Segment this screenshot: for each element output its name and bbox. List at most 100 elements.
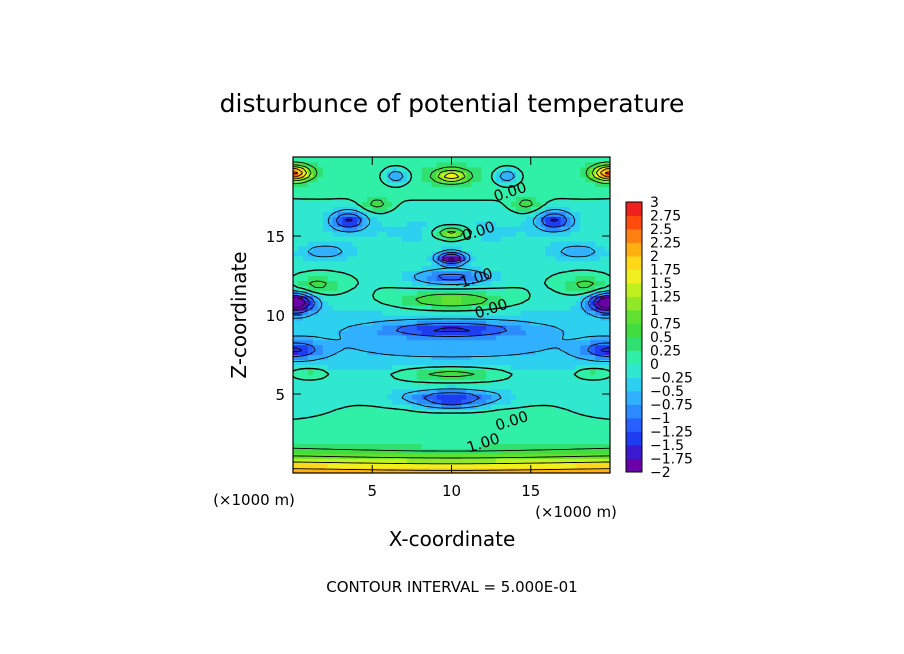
field-cell [550,186,557,193]
colorbar-swatch [626,310,642,324]
field-cell [575,339,581,346]
field-cell [307,334,314,341]
field-cell [595,221,601,227]
x-tick-label: 10 [442,482,461,500]
field-cell [297,275,304,282]
field-cell [372,443,378,449]
field-cell [535,176,542,183]
field-cell [357,369,363,375]
field-cell [352,389,358,395]
field-cell [505,191,512,198]
field-cell [595,245,601,252]
field-cell [550,206,557,212]
field-cell [416,458,423,464]
field-cell [342,240,349,247]
field-cell [570,300,576,306]
field-cell [372,255,378,262]
field-cell [342,339,349,346]
field-cell [397,290,403,296]
field-cell [332,374,339,380]
field-cell [456,270,462,277]
field-cell [411,186,418,193]
field-cell [555,260,562,267]
field-cell [367,423,373,430]
field-cell [555,433,562,440]
field-cell [590,157,596,163]
field-cell [451,315,458,321]
field-cell [510,240,517,247]
field-cell [520,300,527,306]
field-cell [575,408,581,415]
field-cell [387,349,393,356]
field-cell [392,324,398,331]
field-cell [565,275,571,282]
field-cell [297,438,304,444]
field-cell [302,403,309,410]
field-cell [441,221,448,227]
field-cell [297,181,304,188]
field-cell [535,191,542,198]
field-cell [520,290,527,296]
field-cell [515,250,522,257]
field-cell [421,236,428,242]
field-cell [436,216,443,222]
field-cell [382,463,388,469]
field-cell [476,398,482,405]
field-cell [456,171,462,178]
field-cell [431,236,438,242]
field-cell [456,245,462,252]
field-cell [456,221,462,227]
field-cell [367,211,373,217]
field-cell [496,433,502,440]
field-cell [302,166,309,173]
field-cell [530,339,537,346]
field-cell [550,329,557,336]
field-cell [372,171,378,178]
field-cell [476,329,482,336]
field-cell [471,290,477,296]
field-cell [580,369,586,375]
field-cell [580,463,586,469]
field-cell [481,157,487,163]
field-cell [312,171,319,178]
field-cell [585,398,591,405]
field-cell [501,339,507,346]
field-cell [382,290,388,296]
field-cell [466,463,472,469]
field-cell [446,384,453,390]
field-cell [570,186,576,193]
field-cell [342,305,349,311]
field-cell [555,359,562,365]
field-cell [441,255,448,262]
field-cell [357,310,363,316]
field-cell [565,270,571,277]
field-cell [520,176,527,183]
field-cell [347,186,354,193]
field-cell [540,265,547,272]
field-cell [565,216,571,222]
field-cell [342,374,349,380]
field-cell [456,334,462,341]
field-cell [327,364,334,370]
field-cell [411,161,418,168]
field-cell [520,468,527,473]
field-cell [575,240,581,247]
field-cell [510,255,517,262]
field-cell [481,260,487,267]
field-cell [550,290,557,296]
field-cell [496,196,502,203]
field-cell [327,339,334,346]
field-cell [322,448,329,454]
field-cell [293,245,299,252]
field-cell [397,428,403,435]
field-cell [476,369,482,375]
field-cell [322,240,329,247]
field-cell [327,458,334,464]
field-cell [302,280,309,286]
field-cell [560,300,567,306]
field-cell [555,418,562,425]
field-cell [491,339,497,346]
field-cell [595,359,601,365]
field-cell [297,359,304,365]
field-cell [560,384,567,390]
